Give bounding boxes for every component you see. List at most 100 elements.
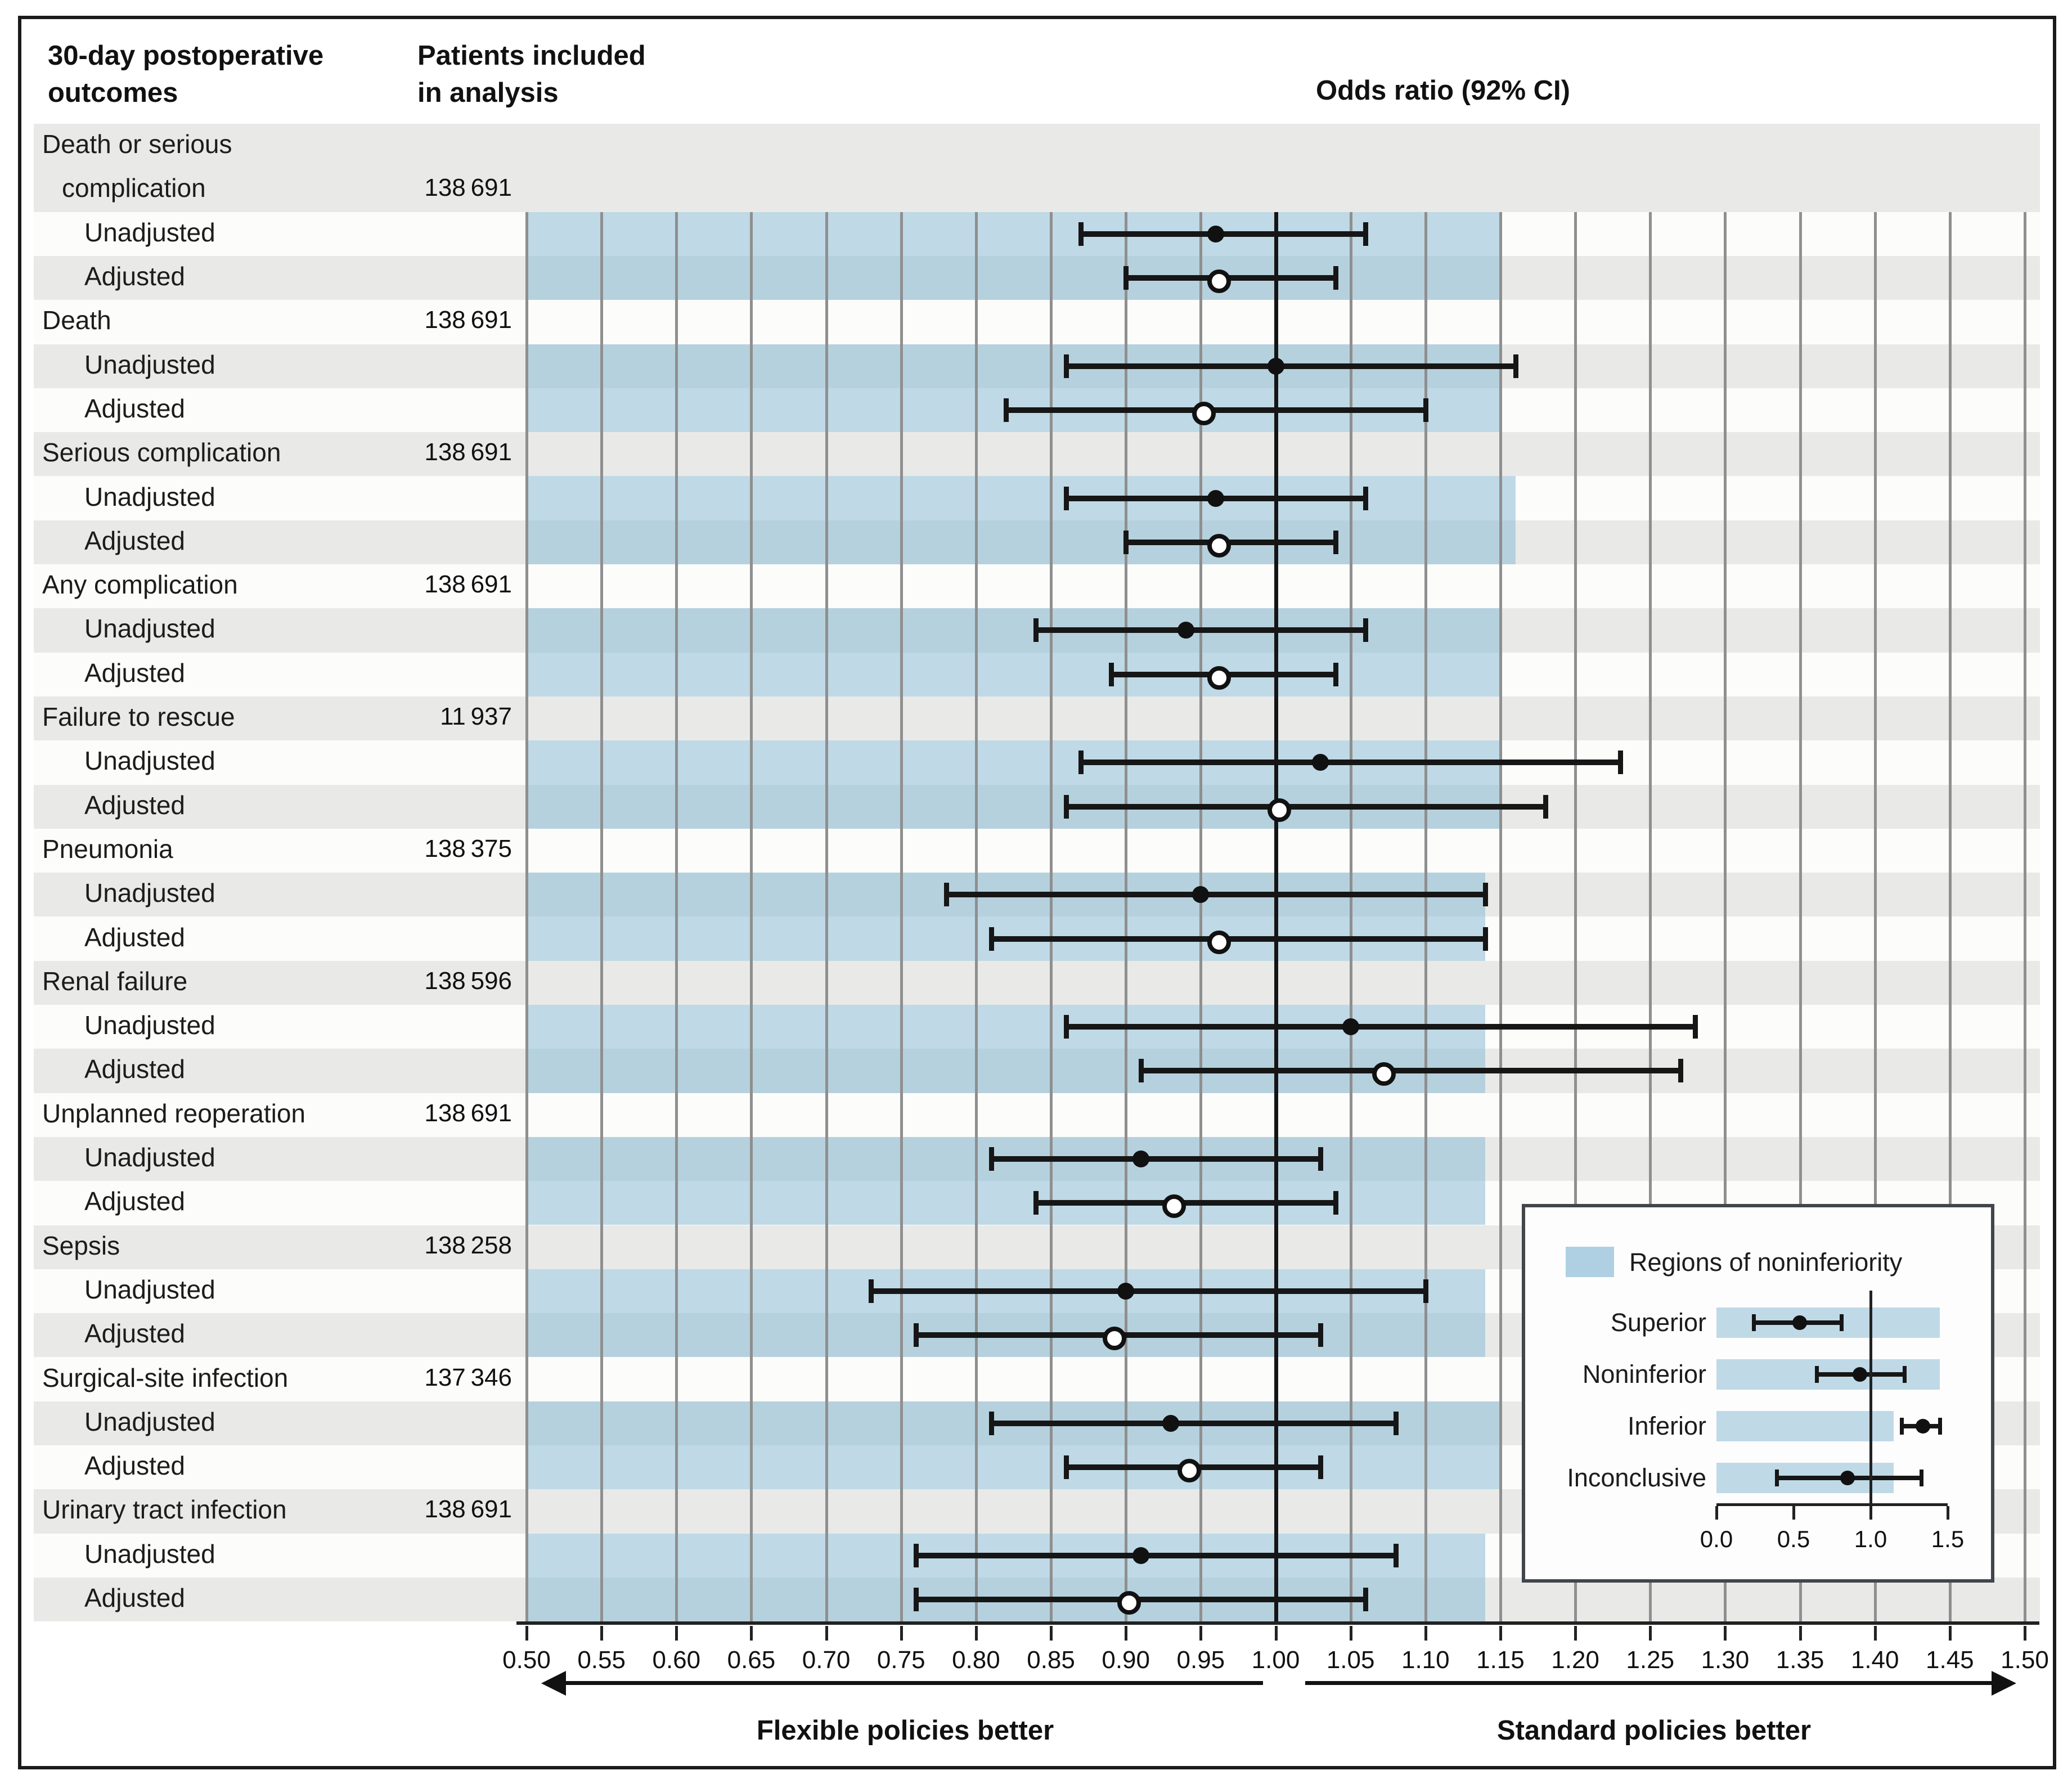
outcome-label: complication (62, 173, 206, 203)
x-axis-tick-label: 0.70 (802, 1646, 851, 1674)
x-axis-tick (825, 1626, 828, 1641)
gridline (1574, 212, 1577, 1622)
outcome-label: Any complication (42, 570, 238, 600)
x-axis-tick-label: 1.40 (1850, 1646, 1899, 1674)
outcome-label: Urinary tract infection (42, 1495, 287, 1525)
patients-count: 138 691 (424, 570, 512, 599)
odds-ratio-point-open (1177, 1459, 1201, 1483)
ci-cap-low (988, 1411, 994, 1435)
x-axis-tick (600, 1626, 604, 1641)
x-axis-tick (1349, 1626, 1352, 1641)
x-axis-tick (1873, 1626, 1877, 1641)
ci-cap-low (1138, 1059, 1144, 1083)
plot-title: Odds ratio (92% CI) (1316, 75, 1570, 106)
legend-title: Regions of noninferiority (1629, 1248, 1903, 1277)
column-header-outcomes-line1: 30-day postoperative (48, 41, 324, 71)
ci-cap-high (1333, 530, 1339, 554)
ci-cap-high (1318, 1323, 1324, 1347)
odds-ratio-point-open (1162, 1194, 1186, 1219)
odds-ratio-point-filled (1192, 886, 1210, 904)
patients-count: 138 691 (424, 438, 512, 466)
stripe-row (34, 828, 2040, 873)
legend-ci-cap-high (1920, 1470, 1924, 1486)
odds-ratio-point-open (1117, 1591, 1141, 1615)
legend-odds-ratio-point (1916, 1419, 1931, 1434)
legend-axis-tick (1792, 1506, 1795, 1520)
ci-cap-low (988, 1147, 994, 1171)
ci-cap-low (1078, 222, 1084, 246)
x-axis-tick-label: 1.45 (1926, 1646, 1974, 1674)
legend-swatch (1566, 1247, 1614, 1277)
x-axis-tick (1199, 1626, 1203, 1641)
x-axis-tick-label: 0.60 (652, 1646, 701, 1674)
legend-axis-tick-label: 0.5 (1777, 1526, 1810, 1552)
x-axis-tick (675, 1626, 678, 1641)
legend-ci-cap-low (1751, 1314, 1756, 1331)
x-axis-tick (1274, 1626, 1278, 1641)
adjustment-label: Adjusted (84, 525, 186, 555)
x-axis-tick-label: 1.10 (1401, 1646, 1450, 1674)
adjustment-label: Unadjusted (84, 746, 215, 776)
noninferiority-region (527, 1269, 1486, 1358)
ci-cap-low (1108, 662, 1114, 686)
outcome-label: Renal failure (42, 966, 188, 996)
x-axis-tick (1649, 1626, 1652, 1641)
ci-cap-low (869, 1279, 874, 1303)
gridline (900, 212, 903, 1622)
ci-line (1066, 363, 1516, 369)
gridline (1050, 212, 1053, 1622)
noninferiority-region (527, 1136, 1486, 1225)
noninferiority-region (527, 1533, 1486, 1622)
legend-axis-tick (1715, 1506, 1718, 1520)
odds-ratio-point-filled (1342, 1018, 1359, 1036)
gridline (825, 212, 828, 1622)
x-axis-tick (1799, 1626, 1802, 1641)
ci-line (991, 1156, 1321, 1162)
ci-cap-high (1363, 486, 1369, 510)
outcome-label: Death or serious (42, 129, 232, 159)
ci-line (916, 1597, 1366, 1603)
ci-cap-low (1063, 1455, 1069, 1480)
x-axis-tick (750, 1626, 753, 1641)
ci-line (871, 1288, 1426, 1294)
adjustment-label: Adjusted (84, 1054, 186, 1084)
ci-cap-low (1123, 266, 1129, 290)
ci-line (1126, 539, 1336, 545)
patients-count: 138 691 (424, 174, 512, 202)
odds-ratio-point-open (1102, 1327, 1126, 1351)
outcome-label: Pneumonia (42, 834, 173, 864)
reference-line (1274, 212, 1278, 1622)
x-axis-tick (1574, 1626, 1577, 1641)
gridline (1948, 212, 1952, 1622)
legend-row-label: Inconclusive (1567, 1463, 1706, 1492)
ci-cap-high (1693, 1015, 1698, 1039)
x-axis-tick-label: 0.75 (877, 1646, 925, 1674)
direction-label-right: Standard policies better (1496, 1715, 1812, 1746)
ci-cap-high (1423, 398, 1428, 422)
adjustment-label: Unadjusted (84, 1274, 215, 1304)
legend-ci-cap-low (1774, 1470, 1779, 1486)
odds-ratio-point-filled (1117, 1282, 1135, 1300)
x-axis-tick (900, 1626, 903, 1641)
legend-reference-line (1869, 1291, 1872, 1504)
outcome-label: Unplanned reoperation (42, 1098, 306, 1128)
ci-cap-low (914, 1588, 919, 1612)
ci-line (991, 1420, 1396, 1426)
ci-cap-low (1033, 1191, 1039, 1215)
ci-cap-low (1063, 794, 1069, 819)
stripe-row (34, 432, 2040, 477)
ci-cap-low (914, 1323, 919, 1347)
patients-count: 137 346 (424, 1363, 512, 1391)
column-header-patients-line1: Patients included (417, 41, 646, 71)
odds-ratio-point-open (1192, 401, 1216, 425)
x-axis-tick-label: 0.95 (1176, 1646, 1225, 1674)
right-arrow-line (1305, 1681, 1993, 1685)
gridline (1873, 212, 1877, 1622)
ci-cap-high (1363, 222, 1369, 246)
gridline (1499, 212, 1502, 1622)
ci-cap-high (1483, 883, 1489, 907)
legend-odds-ratio-point (1840, 1471, 1855, 1485)
x-axis-tick-label: 1.25 (1626, 1646, 1675, 1674)
x-axis-tick-label: 1.05 (1326, 1646, 1375, 1674)
